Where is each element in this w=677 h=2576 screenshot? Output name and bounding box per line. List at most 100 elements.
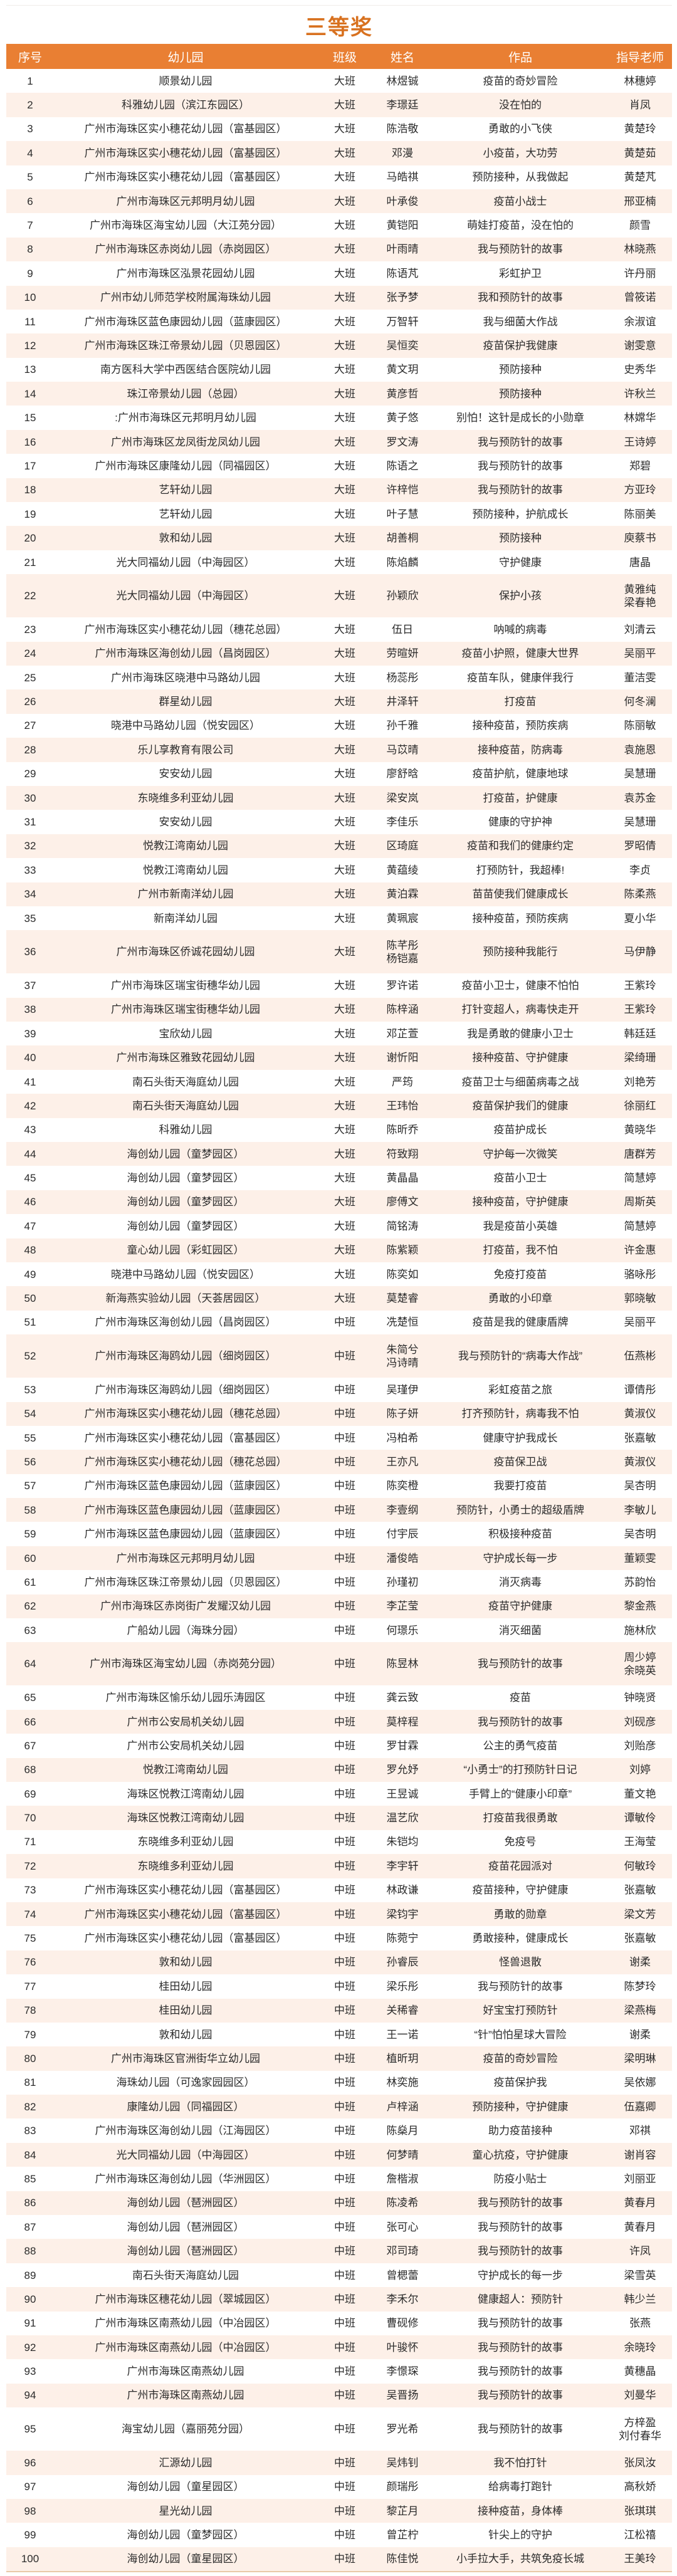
table-row: 33 悦教江湾南幼儿园 大班 黄蕴绫 打预防针，我超棒! 李贞 bbox=[6, 858, 672, 882]
cell-kindergarten: 敦和幼儿园 bbox=[54, 526, 317, 550]
cell-class: 大班 bbox=[317, 738, 372, 762]
cell-class: 大班 bbox=[334, 1220, 355, 1232]
cell-index: 22 bbox=[6, 574, 54, 618]
cell-work: 打针变超人，病毒快走开 bbox=[433, 997, 608, 1022]
cell-class: 大班 bbox=[334, 671, 355, 684]
cell-student-name: 孙瑾初 bbox=[386, 1576, 419, 1588]
cell-teacher: 简慧婷 bbox=[624, 1172, 656, 1185]
cell-class: 中班 bbox=[334, 2481, 355, 2493]
table-row: 54 广州市海珠区实小穗花幼儿园（穗花总园） 中班 陈子妍 打齐预防针，病毒我不怕 黄淑仪 bbox=[6, 1401, 672, 1426]
table-row: 32 悦教江湾南幼儿园 大班 区琦庭 疫苗和我们的健康约定 罗昭倩 bbox=[6, 834, 672, 859]
cell-student-name: 王昱诚 bbox=[386, 1788, 419, 1800]
cell-class: 大班 bbox=[317, 1142, 372, 1166]
cell-index: 11 bbox=[24, 315, 36, 328]
table-row: 73 广州市海珠区实小穗花幼儿园（富基园区） 中班 林政谦 疫苗接种，守护健康 张嘉敏 bbox=[6, 1878, 672, 1902]
cell-student-name: 莫楚睿 bbox=[372, 1286, 433, 1311]
cell-index: 34 bbox=[6, 882, 54, 906]
cell-index: 39 bbox=[24, 1027, 36, 1040]
cell-work: 针尖上的守护 bbox=[488, 2529, 552, 2542]
cell-teacher: 罗昭倩 bbox=[608, 834, 672, 859]
cell-class: 中班 bbox=[334, 1528, 355, 1541]
cell-work: 好宝宝打预防针 bbox=[433, 1998, 608, 2023]
table-row: 68 悦教江湾南幼儿园 中班 罗允妤 “小勇士”的打预防针日记 刘婷 bbox=[6, 1757, 672, 1782]
cell-teacher: 林穗婷 bbox=[624, 75, 656, 87]
cell-index: 99 bbox=[24, 2529, 36, 2542]
cell-class: 大班 bbox=[334, 816, 355, 829]
cell-student-name: 林奕施 bbox=[386, 2076, 419, 2089]
cell-kindergarten: 广州市海珠区珠江帝景幼儿园（贝恩园区） bbox=[84, 1576, 287, 1588]
cell-teacher: 施林欣 bbox=[624, 1624, 656, 1636]
cell-index: 72 bbox=[6, 1854, 54, 1878]
cell-teacher: 黄淑仪 bbox=[608, 1401, 672, 1426]
cell-kindergarten: 桂田幼儿园 bbox=[159, 1980, 213, 1992]
table-row: 9 广州市海珠区泓景花园幼儿园 大班 陈语芃 彩虹护卫 许丹丽 bbox=[6, 261, 672, 285]
cell-index: 44 bbox=[6, 1142, 54, 1166]
cell-student-name: 卢梓涵 bbox=[372, 2095, 433, 2119]
cell-class: 中班 bbox=[317, 1757, 372, 1782]
table-row: 27 晓港中马路幼儿园（悦安园区） 大班 孙千雅 接种疫苗，预防疾病 陈丽敏 bbox=[6, 714, 672, 738]
cell-student-name: 叶骏怀 bbox=[372, 2335, 433, 2360]
table-row: 97 海创幼儿园（童星园区） 中班 颜瑞彤 给病毒打跑针 高秋娇 bbox=[6, 2475, 672, 2499]
cell-teacher: 邓祺 bbox=[629, 2125, 651, 2137]
cell-teacher: 方梓盈 刘付春华 bbox=[619, 2416, 661, 2442]
cell-work: 疫苗保护我们的健康 bbox=[433, 1094, 608, 1118]
cell-student-name: 黄彦哲 bbox=[372, 382, 433, 406]
cell-work: 守护健康 bbox=[499, 556, 542, 568]
cell-student-name: 廖傅文 bbox=[372, 1190, 433, 1215]
cell-kindergarten: 南石头街天海庭幼儿园 bbox=[132, 2269, 239, 2281]
cell-kindergarten: 广州市海珠区海鸥幼儿园（细岗园区） bbox=[54, 1334, 317, 1378]
cell-class: 大班 bbox=[317, 997, 372, 1022]
cell-index: 84 bbox=[6, 2142, 54, 2167]
cell-work: 健康超人：预防针 bbox=[433, 2287, 608, 2312]
cell-index: 3 bbox=[27, 123, 33, 135]
cell-index: 86 bbox=[6, 2191, 54, 2216]
cell-class: 中班 bbox=[317, 1546, 372, 1571]
cell-kindergarten: 海创幼儿园（童梦园区） bbox=[54, 1142, 317, 1166]
cell-index: 92 bbox=[6, 2335, 54, 2360]
cell-teacher: 刘清云 bbox=[624, 623, 656, 636]
table-row: 89 南石头街天海庭幼儿园 中班 曾楒蕾 守护成长的每一步 梁雪英 bbox=[6, 2263, 672, 2287]
cell-index: 58 bbox=[6, 1498, 54, 1522]
cell-kindergarten: 广州市海珠区泓景花园幼儿园 bbox=[116, 267, 255, 280]
cell-work: 手臂上的“健康小印章” bbox=[468, 1788, 572, 1800]
cell-student-name: 罗文涛 bbox=[372, 429, 433, 454]
page-title: 三等奖 bbox=[6, 5, 672, 45]
cell-student-name: 马皓祺 bbox=[386, 171, 419, 184]
cell-index: 82 bbox=[6, 2095, 54, 2119]
cell-work: 呐喊的病毒 bbox=[493, 623, 547, 636]
cell-kindergarten: 桂田幼儿园 bbox=[54, 1998, 317, 2023]
cell-teacher: 李贞 bbox=[629, 864, 651, 876]
cell-class: 中班 bbox=[334, 1739, 355, 1752]
cell-kindergarten: 海创幼儿园（童梦园区） bbox=[127, 1220, 244, 1232]
cell-class: 大班 bbox=[317, 285, 372, 310]
cell-kindergarten: 敦和幼儿园 bbox=[159, 2028, 213, 2041]
cell-student-name: 陈菀宁 bbox=[386, 1932, 419, 1945]
table-row: 69 海珠区悦教江湾南幼儿园 中班 王昱诚 手臂上的“健康小印章” 董文艳 bbox=[6, 1782, 672, 1806]
cell-teacher: 史秀华 bbox=[624, 364, 656, 376]
cell-work: 消灭细菌 bbox=[499, 1624, 542, 1636]
cell-class: 中班 bbox=[334, 2125, 355, 2137]
cell-class: 中班 bbox=[317, 2335, 372, 2360]
cell-work: 勇敢的勋章 bbox=[433, 1902, 608, 1927]
cell-class: 中班 bbox=[317, 1950, 372, 1975]
cell-index: 74 bbox=[6, 1902, 54, 1927]
cell-teacher: 陈柔燕 bbox=[608, 882, 672, 906]
cell-teacher: 方亚玲 bbox=[608, 478, 672, 503]
cell-teacher: 张嘉敏 bbox=[624, 1884, 656, 1897]
cell-student-name: 冼楚恒 bbox=[386, 1316, 419, 1329]
cell-kindergarten: 艺轩幼儿园 bbox=[54, 478, 317, 503]
cell-teacher: 余淑谊 bbox=[624, 315, 656, 328]
cell-index: 62 bbox=[6, 1594, 54, 1619]
cell-class: 中班 bbox=[334, 2221, 355, 2233]
cell-student-name: 王亦凡 bbox=[372, 1450, 433, 1474]
cell-class: 中班 bbox=[334, 2365, 355, 2378]
cell-work: 疫苗接种，守护健康 bbox=[472, 1884, 569, 1897]
cell-student-name: 简铭涛 bbox=[386, 1220, 419, 1232]
table-row: 28 乐儿享教育有限公司 大班 马苡晴 接种疫苗，防病毒 袁施恩 bbox=[6, 738, 672, 762]
cell-work: 预防接种，守护健康 bbox=[433, 2095, 608, 2119]
cell-index: 43 bbox=[24, 1124, 36, 1136]
cell-class: 大班 bbox=[317, 478, 372, 503]
table-row: 79 敦和幼儿园 中班 王一诺 “针”怕怕星球大冒险 谢柔 bbox=[6, 2023, 672, 2046]
cell-class: 大班 bbox=[334, 1172, 355, 1185]
table-row: 1 顺景幼儿园 大班 林煜铖 疫苗的奇妙冒险 林穗婷 bbox=[6, 69, 672, 93]
